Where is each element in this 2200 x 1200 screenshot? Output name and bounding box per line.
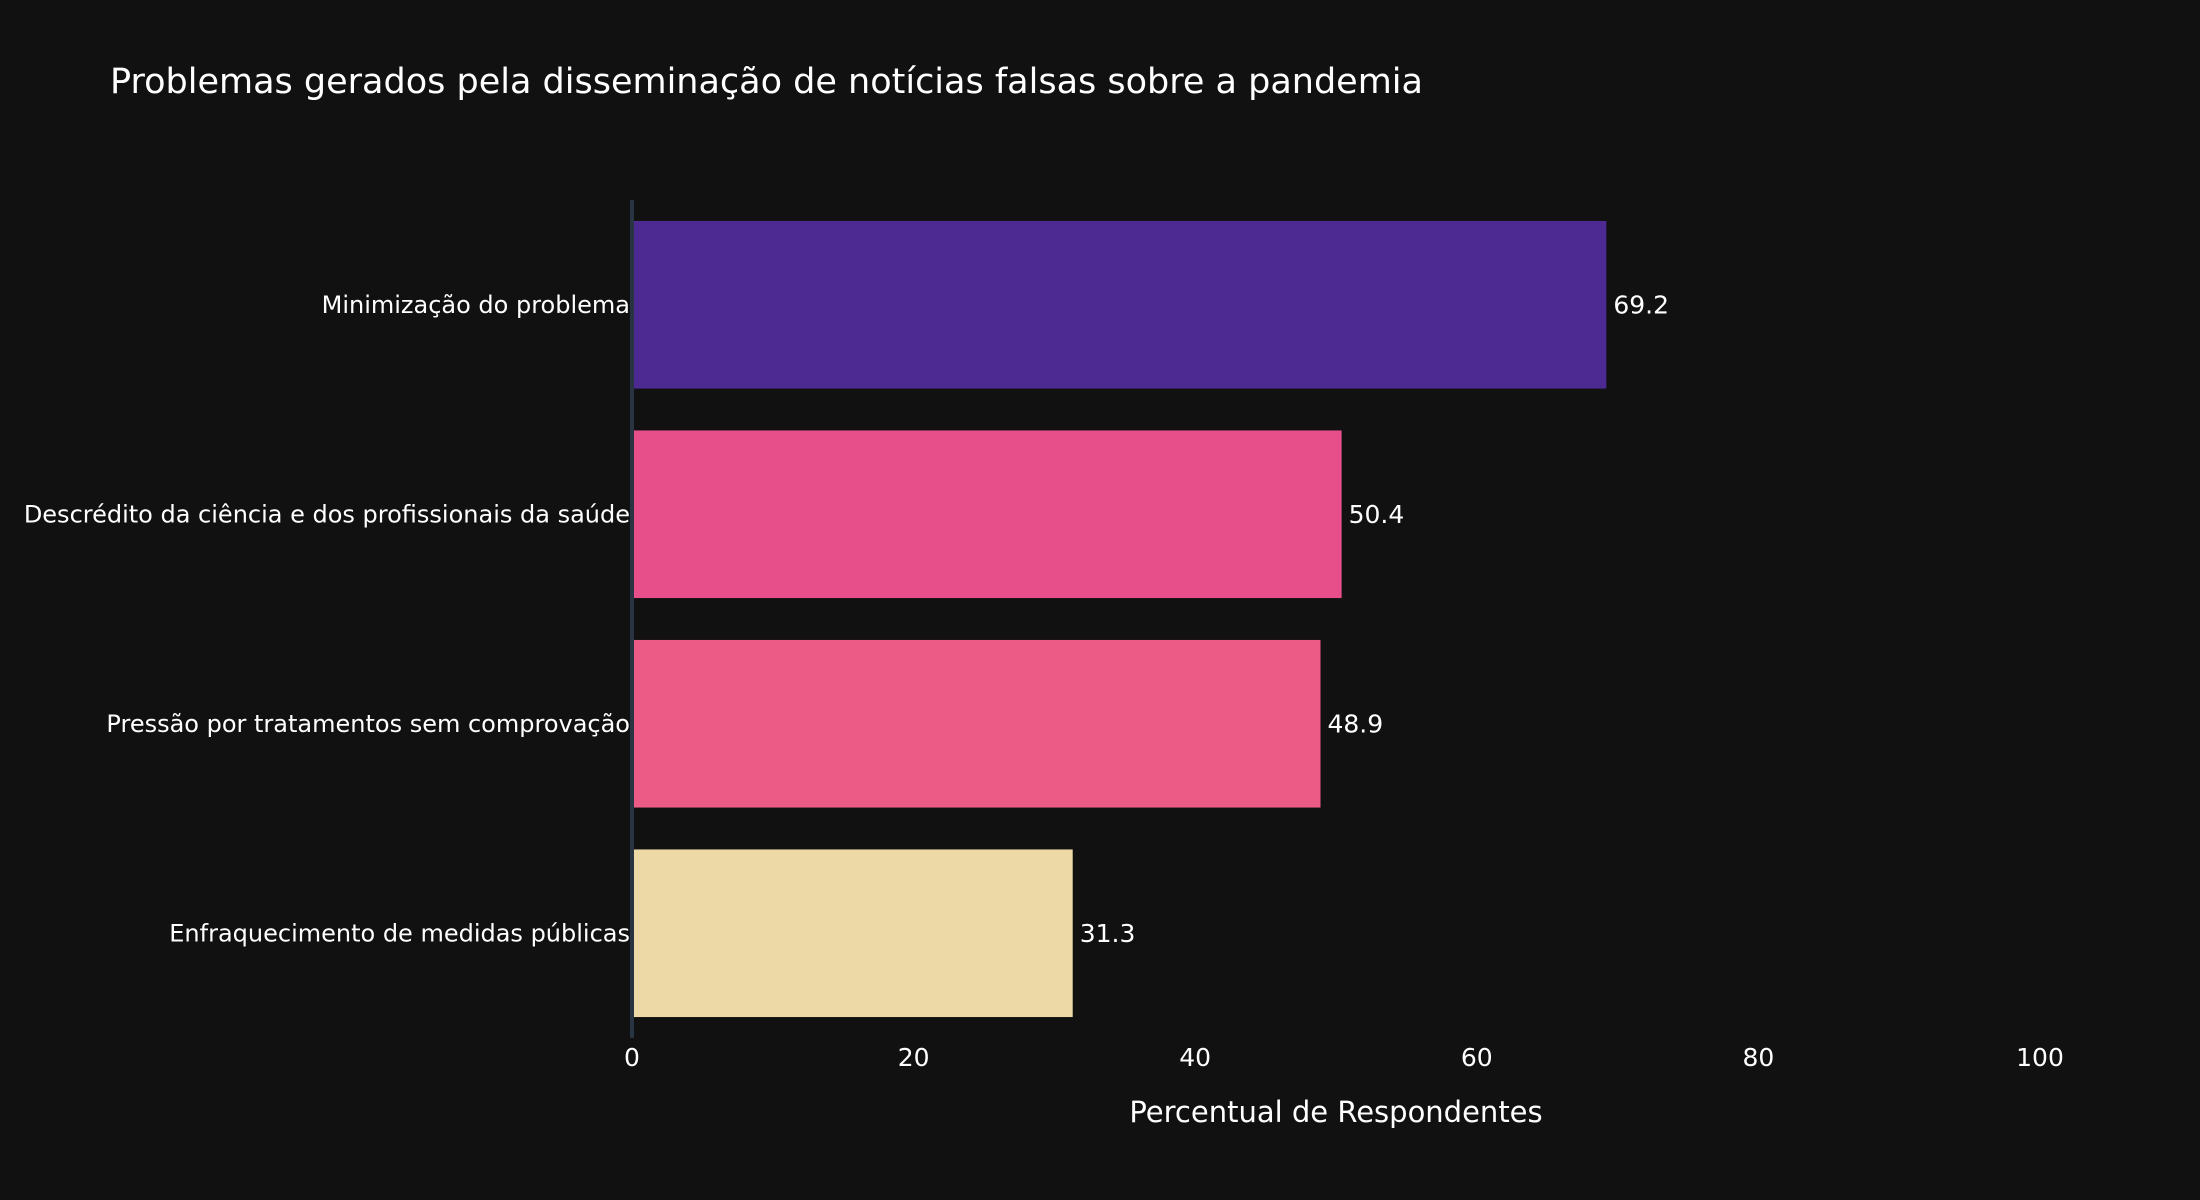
- x-tick-label: 0: [624, 1043, 640, 1072]
- bar: [632, 639, 1321, 808]
- bars-group: [632, 220, 1607, 1018]
- bar: [632, 220, 1607, 389]
- x-tick-labels-group: 0 20 40 60 80 100: [624, 1043, 2064, 1072]
- bar: [632, 849, 1073, 1018]
- x-tick-label: 20: [898, 1043, 930, 1072]
- category-labels-group: Minimização do problema Descrédito da ciê…: [24, 291, 630, 948]
- x-tick-label: 60: [1461, 1043, 1493, 1072]
- category-label: Minimização do problema: [322, 291, 630, 319]
- x-tick-label: 80: [1742, 1043, 1774, 1072]
- x-tick-label: 100: [2016, 1043, 2064, 1072]
- data-label: 48.9: [1328, 709, 1384, 738]
- category-label: Descrédito da ciência e dos profissionai…: [24, 500, 630, 528]
- data-label: 69.2: [1613, 290, 1669, 319]
- category-label: Enfraquecimento de medidas públicas: [169, 919, 630, 947]
- x-tick-label: 40: [1179, 1043, 1211, 1072]
- data-label: 50.4: [1349, 500, 1405, 529]
- bar: [632, 430, 1342, 599]
- x-axis-title: Percentual de Respondentes: [1129, 1095, 1542, 1129]
- data-labels-group: 69.2 50.4 48.9 31.3: [1080, 290, 1669, 948]
- category-label: Pressão por tratamentos sem comprovação: [106, 710, 630, 738]
- chart-title: Problemas gerados pela disseminação de n…: [110, 62, 1423, 102]
- data-label: 31.3: [1080, 919, 1136, 948]
